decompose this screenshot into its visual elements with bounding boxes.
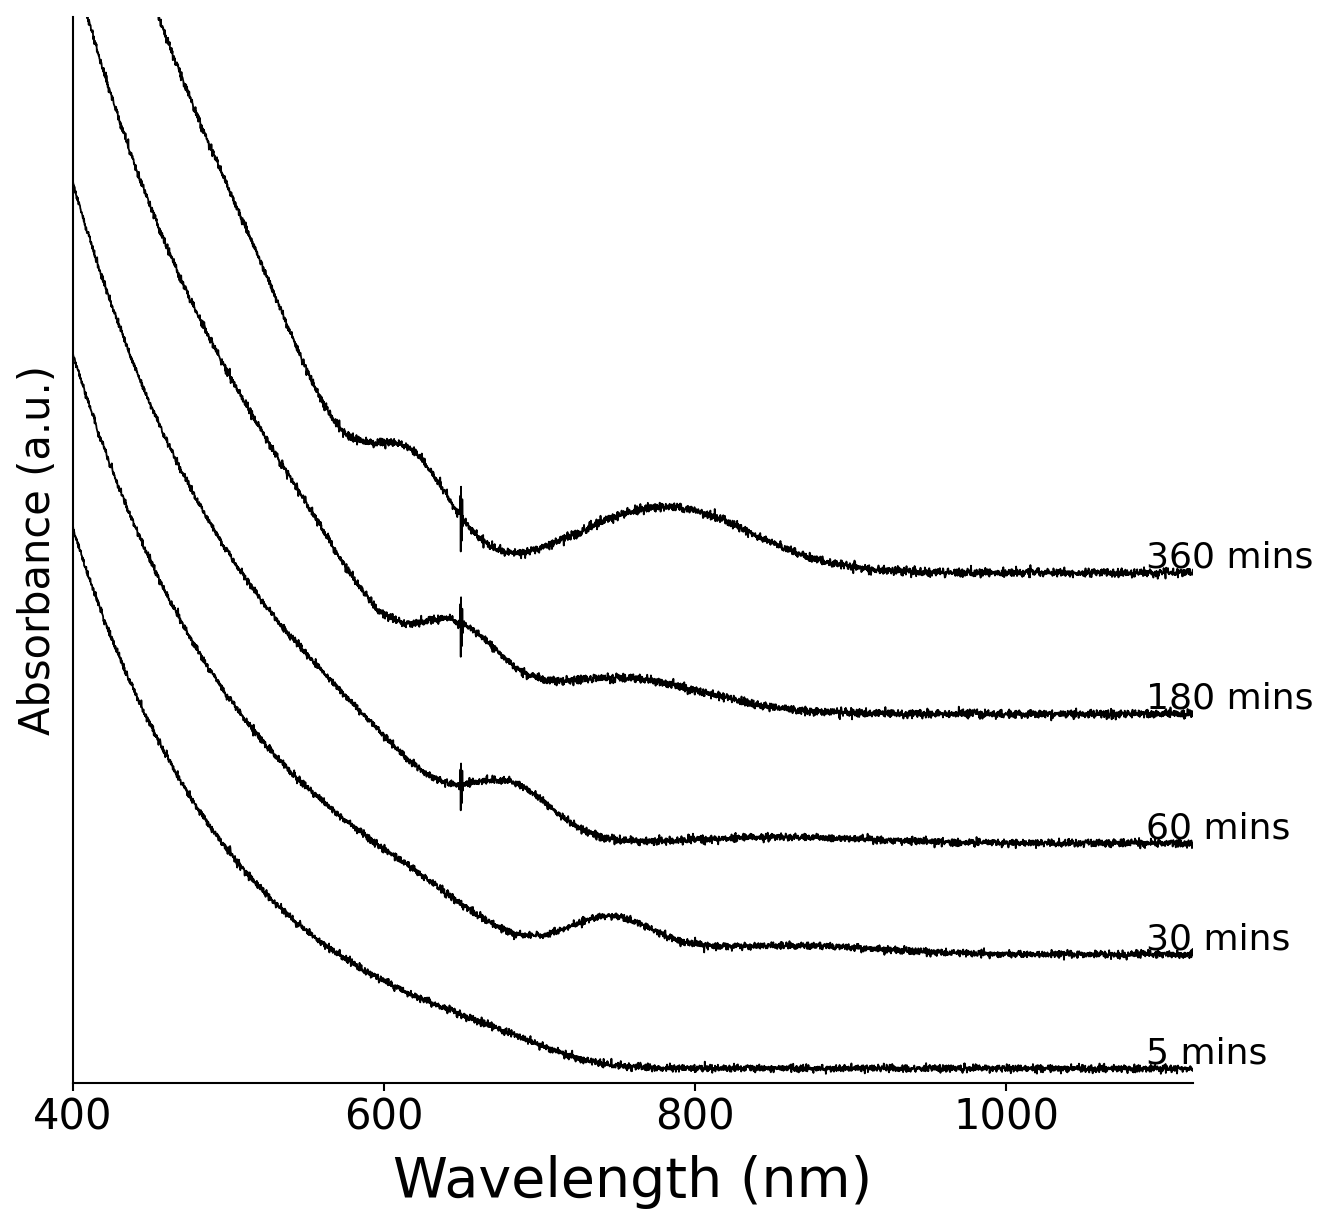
Text: 5 mins: 5 mins bbox=[1146, 1036, 1267, 1070]
X-axis label: Wavelength (nm): Wavelength (nm) bbox=[394, 1155, 872, 1209]
Text: 180 mins: 180 mins bbox=[1146, 682, 1314, 716]
Text: 30 mins: 30 mins bbox=[1146, 922, 1290, 956]
Text: 60 mins: 60 mins bbox=[1146, 812, 1290, 845]
Text: 360 mins: 360 mins bbox=[1146, 541, 1314, 575]
Y-axis label: Absorbance (a.u.): Absorbance (a.u.) bbox=[16, 365, 59, 736]
